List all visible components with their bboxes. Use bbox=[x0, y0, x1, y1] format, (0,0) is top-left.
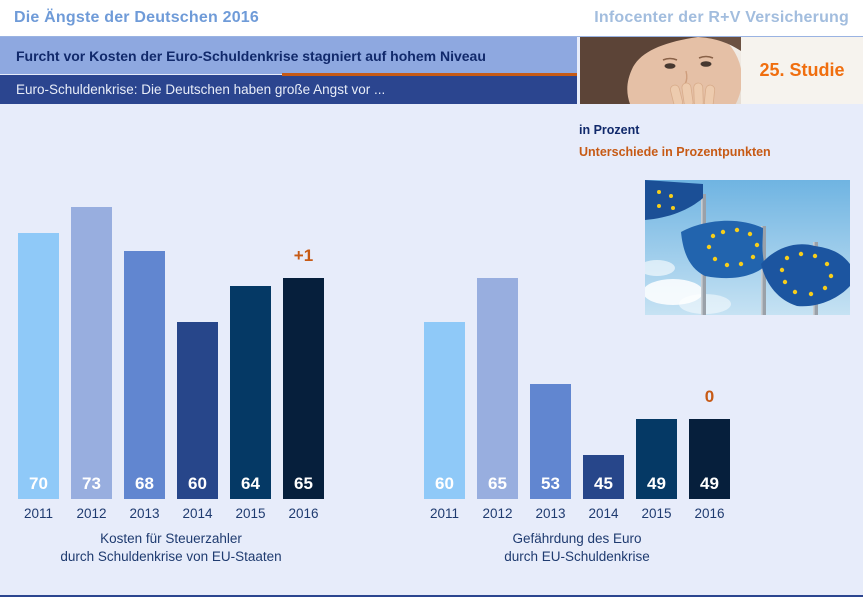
bar-2011: 70 bbox=[18, 233, 59, 499]
bar-rect: 53 bbox=[530, 384, 571, 499]
caption-line: durch EU-Schuldenkrise bbox=[504, 548, 650, 564]
header-strip bbox=[0, 0, 863, 36]
year-tick-label: 2013 bbox=[535, 506, 566, 521]
header-photo-block: 25. Studie bbox=[580, 37, 863, 104]
bar-rect: 45 bbox=[583, 455, 624, 499]
page-title: Die Ängste der Deutschen 2016 bbox=[14, 9, 259, 26]
year-tick-label: 2014 bbox=[588, 506, 619, 521]
bar-2013: 68 bbox=[124, 251, 165, 499]
bar-value-label: 65 bbox=[488, 474, 507, 493]
difference-label: Unterschiede in Prozentpunkten bbox=[579, 145, 771, 159]
x-axis-years-kosten: 2011 2012 2013 2014 2015 2016 bbox=[18, 506, 324, 521]
chart-caption-kosten: Kosten für Steuerzahler durch Schuldenkr… bbox=[18, 530, 324, 565]
year-tick-label: 2011 bbox=[23, 506, 54, 521]
year-tick-label: 2011 bbox=[429, 506, 460, 521]
bar-rect: 60 bbox=[177, 322, 218, 499]
orange-accent-divider bbox=[282, 73, 577, 76]
bar-rect: 65 bbox=[283, 278, 324, 499]
bar-value-label: 64 bbox=[241, 474, 260, 493]
bar-2012: 73 bbox=[71, 207, 112, 499]
bar-2016: +1 65 bbox=[283, 246, 324, 499]
caption-line: Gefährdung des Euro bbox=[512, 531, 642, 546]
woman-hand-over-mouth-photo bbox=[580, 37, 741, 104]
bar-2013: 53 bbox=[530, 384, 571, 499]
headline-banner: Furcht vor Kosten der Euro-Schuldenkrise… bbox=[0, 37, 577, 74]
year-tick-label: 2016 bbox=[694, 506, 725, 521]
x-axis-years-gefaehrdung: 2011 2012 2013 2014 2015 2016 bbox=[424, 506, 730, 521]
bar-rect: 60 bbox=[424, 322, 465, 499]
year-tick-label: 2015 bbox=[641, 506, 672, 521]
bar-2014: 45 bbox=[583, 455, 624, 499]
year-tick-label: 2012 bbox=[482, 506, 513, 521]
year-tick-label: 2016 bbox=[288, 506, 319, 521]
bar-rect: 70 bbox=[18, 233, 59, 499]
bar-rect: 68 bbox=[124, 251, 165, 499]
bar-value-label: 60 bbox=[435, 474, 454, 493]
study-badge-label: 25. Studie bbox=[759, 60, 845, 80]
caption-line: Kosten für Steuerzahler bbox=[100, 531, 242, 546]
headline-text: Furcht vor Kosten der Euro-Schuldenkrise… bbox=[16, 47, 486, 64]
change-annotation: 0 bbox=[704, 387, 715, 406]
year-tick-label: 2014 bbox=[182, 506, 213, 521]
bar-2012: 65 bbox=[477, 278, 518, 499]
chart-caption-gefaehrdung: Gefährdung des Euro durch EU-Schuldenkri… bbox=[424, 530, 730, 565]
caption-line: durch Schuldenkrise von EU-Staaten bbox=[60, 548, 282, 564]
bar-rect: 73 bbox=[71, 207, 112, 499]
unit-label: in Prozent bbox=[579, 123, 640, 137]
study-badge: 25. Studie bbox=[741, 37, 863, 104]
year-tick-label: 2015 bbox=[235, 506, 266, 521]
subheadline-text: Euro-Schuldenkrise: Die Deutschen haben … bbox=[16, 82, 386, 97]
bar-2011: 60 bbox=[424, 322, 465, 499]
bar-value-label: 70 bbox=[29, 474, 48, 493]
bar-chart-kosten: 70 73 68 60 64 +1 65 bbox=[18, 189, 324, 499]
bottom-divider bbox=[0, 595, 863, 597]
year-tick-label: 2013 bbox=[129, 506, 160, 521]
bar-rect: 65 bbox=[477, 278, 518, 499]
bar-value-label: 45 bbox=[594, 474, 613, 493]
bar-value-label: 49 bbox=[647, 474, 666, 493]
header-divider bbox=[0, 36, 863, 37]
bar-value-label: 49 bbox=[700, 474, 719, 493]
bar-2016: 0 49 bbox=[689, 387, 730, 499]
bar-value-label: 65 bbox=[294, 474, 313, 493]
bar-2015: 64 bbox=[230, 286, 271, 499]
eu-flags-photo bbox=[645, 180, 850, 315]
change-annotation: +1 bbox=[293, 246, 314, 265]
year-tick-label: 2012 bbox=[76, 506, 107, 521]
bar-chart-gefaehrdung: 60 65 53 45 49 0 49 bbox=[424, 189, 730, 499]
bar-value-label: 68 bbox=[135, 474, 154, 493]
bar-rect: 64 bbox=[230, 286, 271, 499]
bar-value-label: 53 bbox=[541, 474, 560, 493]
bar-value-label: 73 bbox=[82, 474, 101, 493]
brand-title: Infocenter der R+V Versicherung bbox=[594, 9, 849, 26]
bar-rect: 49 bbox=[689, 419, 730, 499]
bar-value-label: 60 bbox=[188, 474, 207, 493]
bar-2015: 49 bbox=[636, 419, 677, 499]
subheadline-banner: Euro-Schuldenkrise: Die Deutschen haben … bbox=[0, 75, 577, 104]
bar-rect: 49 bbox=[636, 419, 677, 499]
bar-2014: 60 bbox=[177, 322, 218, 499]
